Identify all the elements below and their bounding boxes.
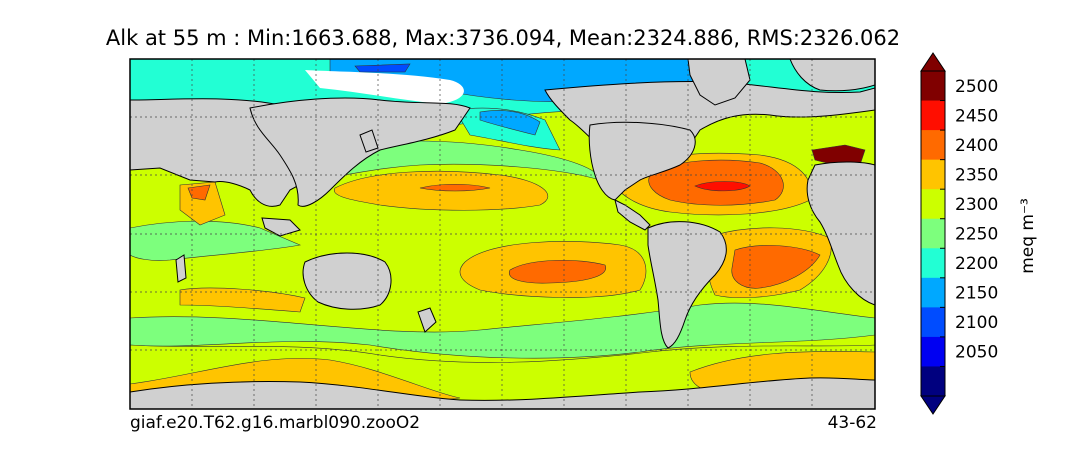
colorbar-frame <box>920 70 946 397</box>
colorbar-swatch <box>921 130 945 161</box>
colorbar-ticks: 2500 2450 2400 2350 2300 2250 2200 2150 2100 2050 <box>940 77 998 367</box>
land-japan <box>359 129 379 153</box>
colorbar-tick-label: 2250 <box>955 225 998 245</box>
land-new-zealand <box>417 307 437 333</box>
land-east-asia <box>249 97 471 207</box>
colorbar-tick-label: 2450 <box>955 106 998 126</box>
colorbar-tick-label: 2150 <box>955 284 998 304</box>
colorbar-tick-label: 2300 <box>955 195 998 215</box>
colorbar-tick-label: 2350 <box>955 165 998 185</box>
colorbar-extend-min-arrow <box>920 395 946 415</box>
land-central-america <box>614 199 651 231</box>
colorbar-unit-label: meq m⁻³ <box>1018 198 1038 274</box>
colorbar-extend-max-arrow <box>920 52 946 72</box>
colorbar-swatch <box>921 218 945 249</box>
land-indonesia <box>261 217 301 237</box>
colorbar-tick-label: 2100 <box>955 313 998 333</box>
run-id-label: giaf.e20.T62.g16.marbl090.zooO2 <box>130 413 421 433</box>
colorbar-swatch <box>921 71 945 102</box>
land-africa <box>806 161 875 306</box>
colorbar-swatch <box>921 307 945 338</box>
contour-2400-spac <box>508 259 607 284</box>
land-greenland <box>687 59 751 106</box>
land-australia <box>302 252 392 310</box>
land-europe-north <box>789 59 875 92</box>
contour-2400-satl <box>731 245 821 289</box>
colorbar-tick-label: 2200 <box>955 254 998 274</box>
missing-data-arctic <box>305 70 464 104</box>
colorbar-swatch <box>921 189 945 220</box>
land-madagascar <box>175 254 187 283</box>
contour-2100-arctic <box>354 63 411 73</box>
contour-2350-sind <box>179 287 306 313</box>
land-south-america <box>647 221 727 349</box>
colorbar-swatches <box>921 71 945 397</box>
contour-2400-arabian <box>187 184 211 201</box>
plot-title: Alk at 55 m : Min:1663.688, Max:3736.094… <box>105 26 901 50</box>
year-range-label: 43-62 <box>827 413 877 433</box>
colorbar-swatch <box>921 277 945 308</box>
colorbar-swatch <box>921 159 945 190</box>
gridlines <box>130 59 875 409</box>
colorbar-tick-label: 2500 <box>955 77 998 97</box>
contour-2300-ind <box>130 220 302 261</box>
map-frame <box>129 58 876 410</box>
colorbar-swatch <box>921 248 945 279</box>
contour-2150-okhotsk <box>479 110 541 136</box>
colorbar-tick-label: 2050 <box>955 343 998 363</box>
colorbar-swatch <box>921 336 945 367</box>
land-north-america <box>588 121 696 201</box>
colorbar-swatch <box>921 366 945 397</box>
colorbar-swatch <box>921 100 945 131</box>
colorbar-tick-label: 2400 <box>955 136 998 156</box>
